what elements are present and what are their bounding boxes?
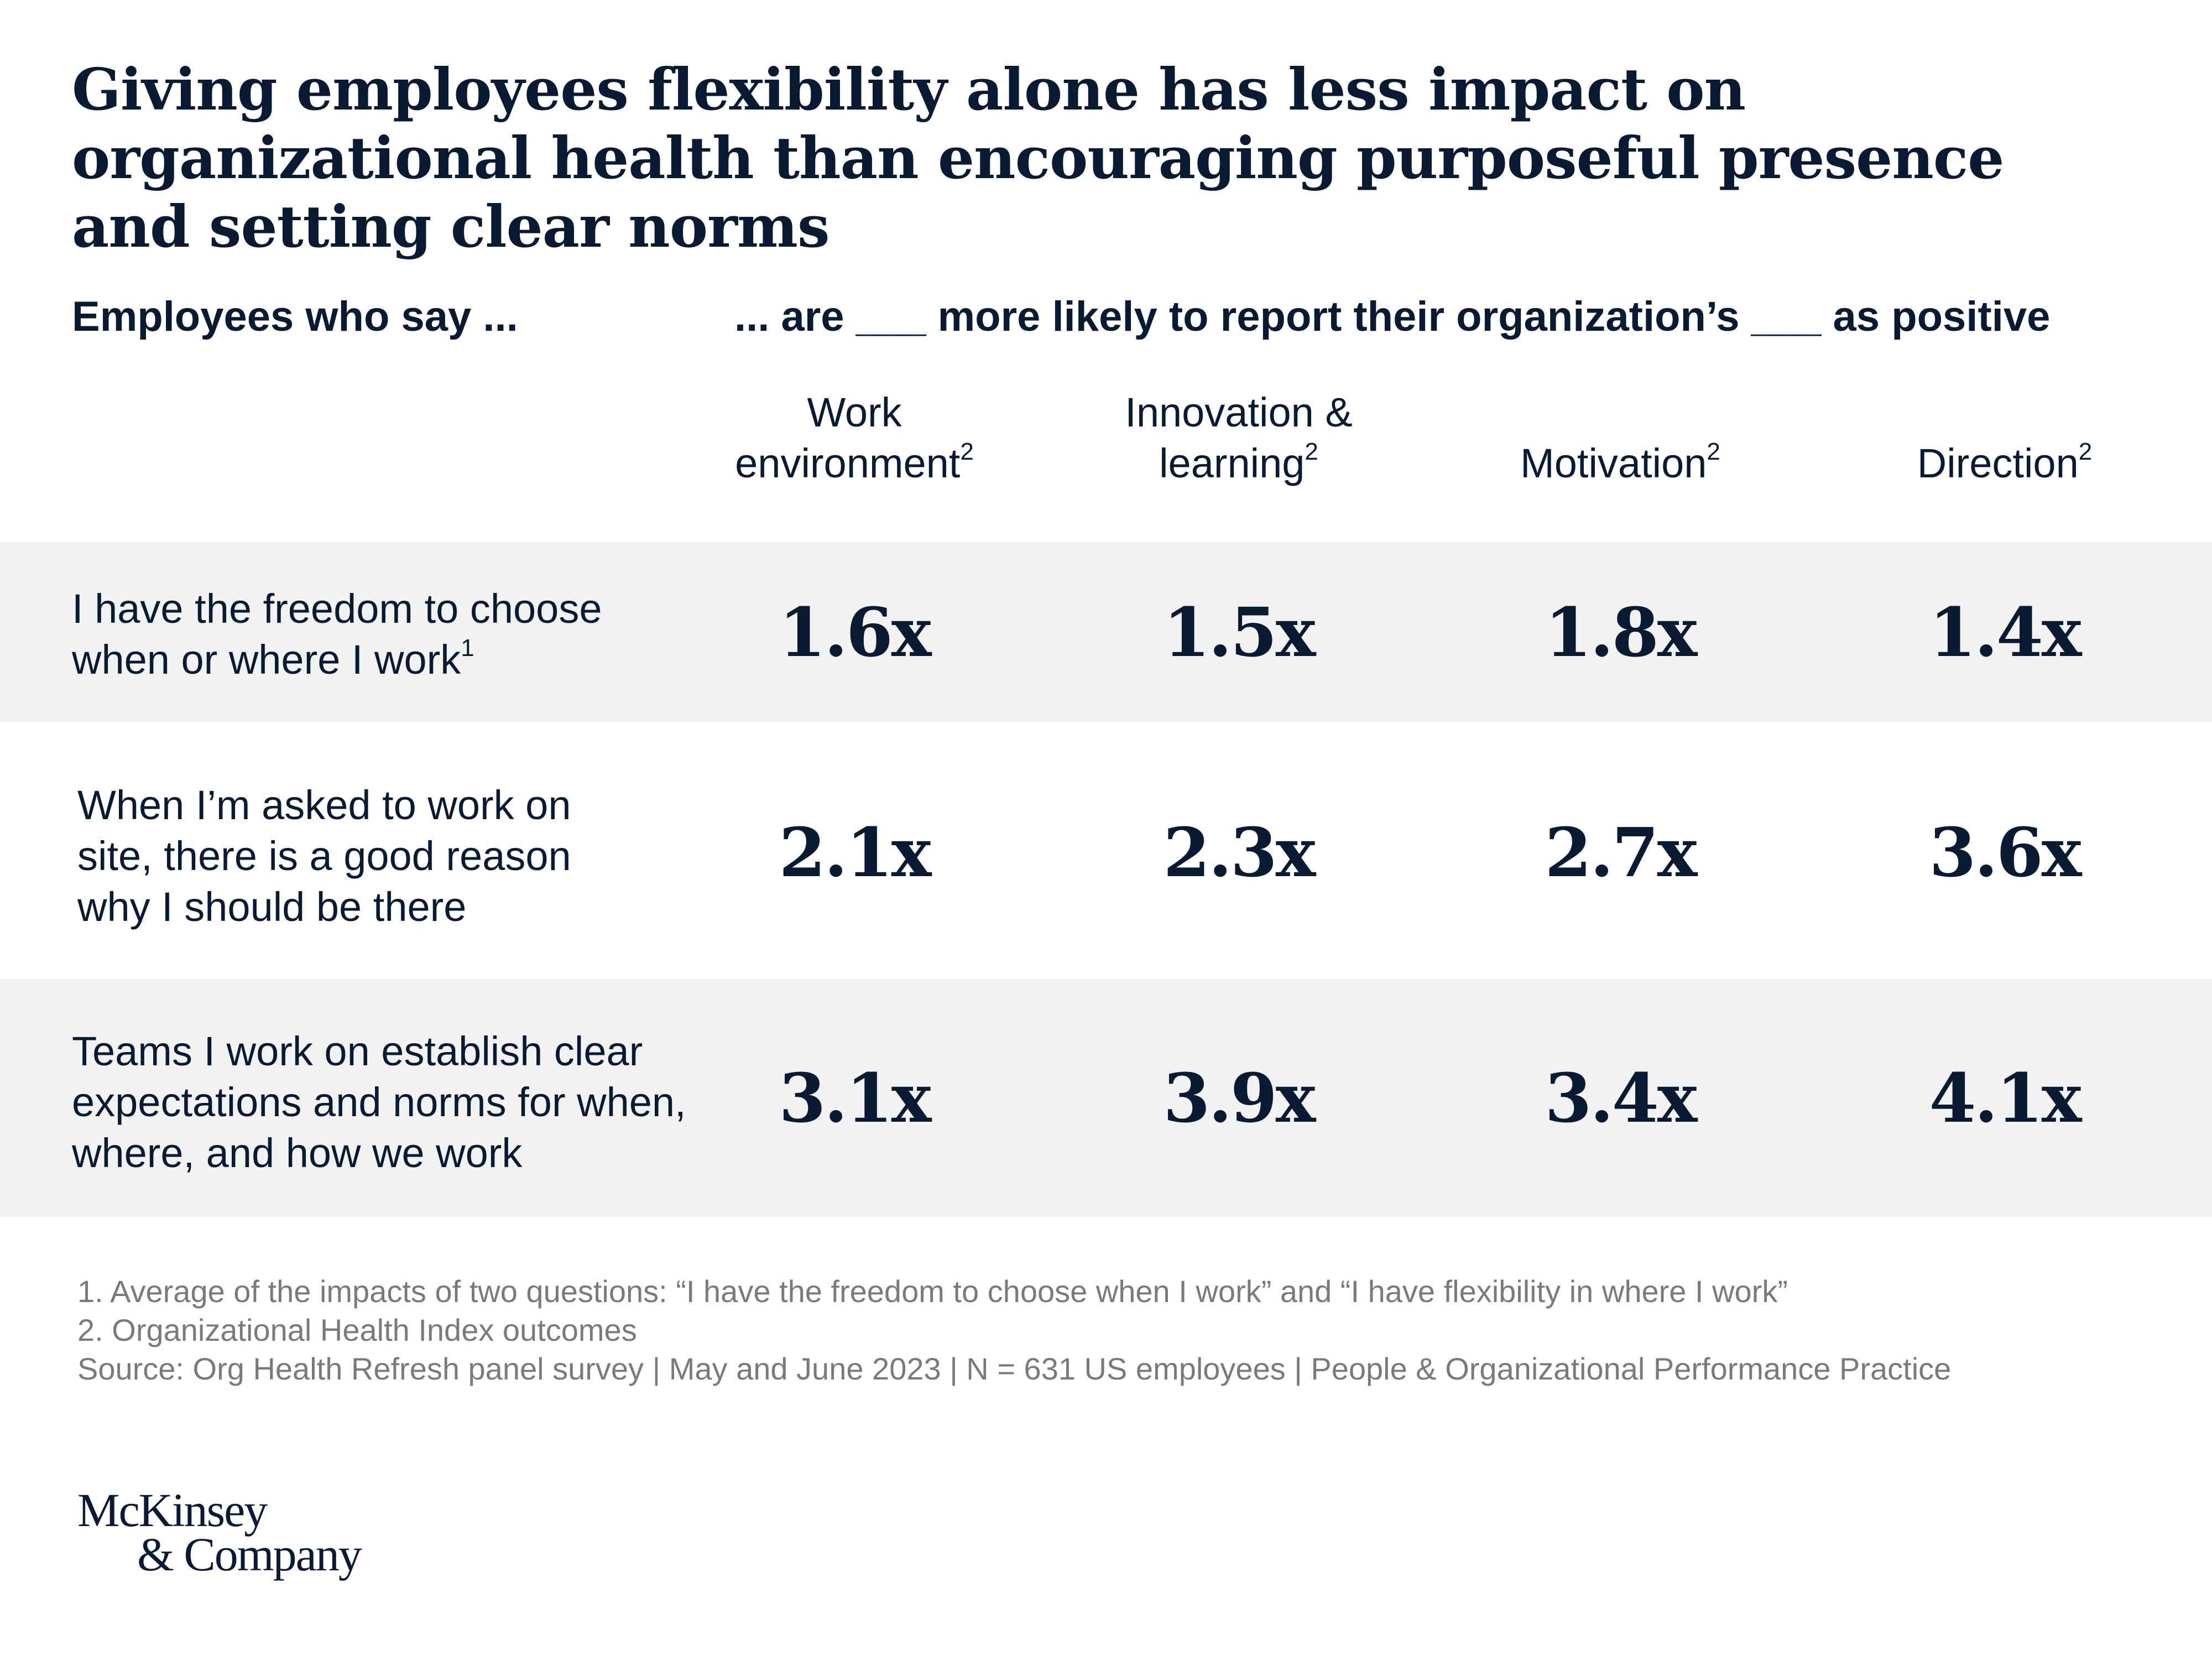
row-label-freedom: I have the freedom to choose when or whe…	[72, 584, 653, 685]
value-cell: 2.3x	[1163, 813, 1316, 892]
value-cell: 4.1x	[1929, 1058, 2082, 1138]
value-cell: 2.7x	[1545, 813, 1698, 892]
value-cell: 3.9x	[1163, 1058, 1316, 1138]
mckinsey-logo: McKinsey & Company	[77, 1486, 362, 1581]
logo-line-1: McKinsey	[77, 1483, 268, 1537]
column-header-footnote: 2	[2078, 438, 2093, 465]
footnote-1: 1. Average of the impacts of two questio…	[77, 1274, 1788, 1309]
column-header-motivation: Motivation2	[1465, 438, 1775, 489]
row-label-text: When I’m asked to work on site, there is…	[77, 782, 571, 930]
value-cell: 3.4x	[1545, 1058, 1698, 1138]
row-label-work-on-site: When I’m asked to work on site, there is…	[77, 780, 630, 933]
column-header-innovation-learning: Innovation & learning2	[1084, 387, 1394, 489]
row-label-footnote: 1	[461, 634, 474, 662]
source-note: Source: Org Health Refresh panel survey …	[77, 1351, 1952, 1386]
header-more-likely: ... are ___ more likely to report their …	[734, 293, 2051, 340]
table-row-band	[0, 542, 2212, 722]
column-header-footnote: 2	[1707, 438, 1720, 465]
column-header-direction: Direction2	[1850, 438, 2159, 489]
chart-title: Giving employees flexibility alone has l…	[72, 55, 2004, 261]
footnote-2: 2. Organizational Health Index outcomes	[77, 1313, 637, 1347]
header-employees-who-say: Employees who say ...	[72, 293, 518, 340]
column-header-label: Motivation	[1520, 440, 1707, 486]
column-header-footnote: 2	[1305, 438, 1318, 465]
column-header-label: Work environment	[735, 389, 961, 486]
value-cell: 2.1x	[779, 813, 932, 892]
column-header-label: Direction	[1917, 440, 2079, 486]
value-cell: 3.6x	[1929, 813, 2082, 892]
column-header-label: Innovation & learning	[1125, 389, 1353, 486]
logo-line-2: & Company	[137, 1528, 362, 1581]
value-cell: 1.4x	[1929, 592, 2082, 672]
row-label-text: I have the freedom to choose when or whe…	[72, 586, 602, 683]
value-cell: 1.6x	[779, 592, 932, 672]
footnotes: 1. Average of the impacts of two questio…	[77, 1272, 1951, 1388]
table-row-band	[0, 979, 2212, 1217]
column-header-footnote: 2	[960, 438, 974, 465]
value-cell: 1.5x	[1163, 592, 1316, 672]
column-header-work-environment: Work environment2	[700, 387, 1009, 489]
value-cell: 1.8x	[1545, 592, 1698, 672]
row-label-text: Teams I work on establish clear expectat…	[72, 1028, 686, 1176]
row-label-clear-norms: Teams I work on establish clear expectat…	[72, 1026, 708, 1179]
value-cell: 3.1x	[779, 1058, 932, 1138]
